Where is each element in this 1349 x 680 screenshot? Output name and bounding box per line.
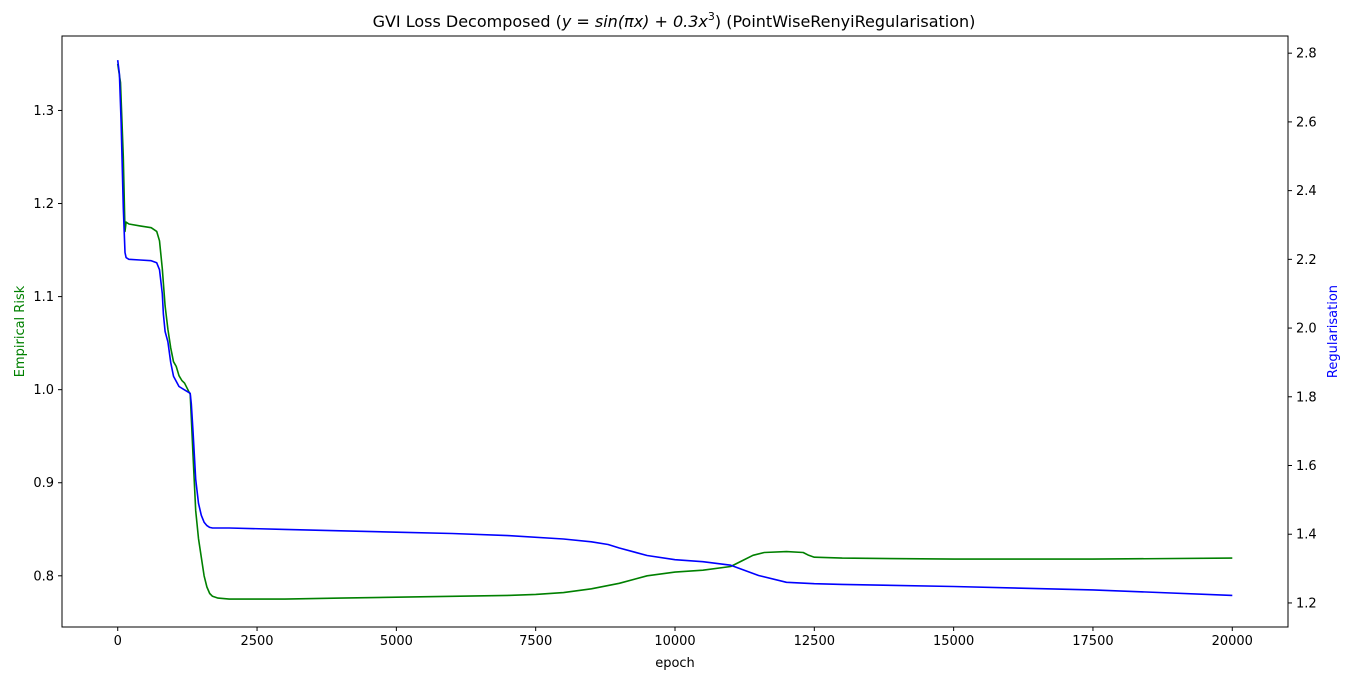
- x-tick-label: 15000: [933, 634, 974, 649]
- y-right-tick-label: 1.6: [1296, 459, 1317, 474]
- plot-frame: [61, 35, 1289, 628]
- y-left-axis-title: Empirical Risk: [13, 285, 28, 377]
- x-tick-label: 5000: [380, 634, 413, 649]
- y-right-tick-label: 2.4: [1296, 184, 1317, 199]
- y-right-tick-label: 1.4: [1296, 528, 1317, 543]
- y-right-tick-label: 2.0: [1296, 322, 1317, 337]
- y-right-axis-ticks: 1.2 1.4 1.6 1.8 2.0 2.2 2.4 2.6 2.8: [1288, 47, 1317, 611]
- plot-lines: [116, 60, 1233, 600]
- y-left-tick-label: 1.3: [33, 104, 54, 119]
- y-left-tick-label: 1.1: [33, 290, 54, 305]
- x-tick-label: 17500: [1072, 634, 1113, 649]
- y-left-axis-ticks: 0.8 0.9 1.0 1.1 1.2 1.3: [33, 104, 62, 584]
- x-tick-label: 20000: [1212, 634, 1253, 649]
- x-axis-ticks: 0 2500 5000 7500 10000 12500 15000 17500 20000: [114, 627, 1253, 649]
- x-tick-label: 10000: [654, 634, 695, 649]
- chart-title: GVI Loss Decomposed (y = sin(πx) + 0.3x3…: [373, 10, 976, 31]
- chart-title-formula: y = sin(πx) + 0.3x: [561, 12, 709, 31]
- y-right-tick-label: 2.6: [1296, 115, 1317, 130]
- chart-title-prefix: GVI Loss Decomposed (: [373, 12, 562, 31]
- x-tick-label: 7500: [519, 634, 552, 649]
- y-right-axis-title: Regularisation: [1326, 285, 1341, 378]
- chart-title-suffix: ) (PointWiseRenyiRegularisation): [715, 12, 976, 31]
- x-tick-label: 2500: [240, 634, 273, 649]
- x-tick-label: 12500: [794, 634, 835, 649]
- y-right-tick-label: 2.8: [1296, 47, 1317, 62]
- chart-title-exponent: 3: [708, 10, 715, 23]
- y-left-tick-label: 1.0: [33, 383, 54, 398]
- x-axis-title: epoch: [655, 656, 695, 671]
- y-right-tick-label: 2.2: [1296, 253, 1317, 268]
- y-left-tick-label: 0.8: [33, 569, 54, 584]
- regularisation-line: [116, 60, 1233, 597]
- y-left-tick-label: 1.2: [33, 197, 54, 212]
- y-left-tick-label: 0.9: [33, 476, 54, 491]
- y-right-tick-label: 1.2: [1296, 596, 1317, 611]
- empirical-risk-line: [116, 63, 1233, 600]
- x-tick-label: 0: [114, 634, 122, 649]
- y-right-tick-label: 1.8: [1296, 390, 1317, 405]
